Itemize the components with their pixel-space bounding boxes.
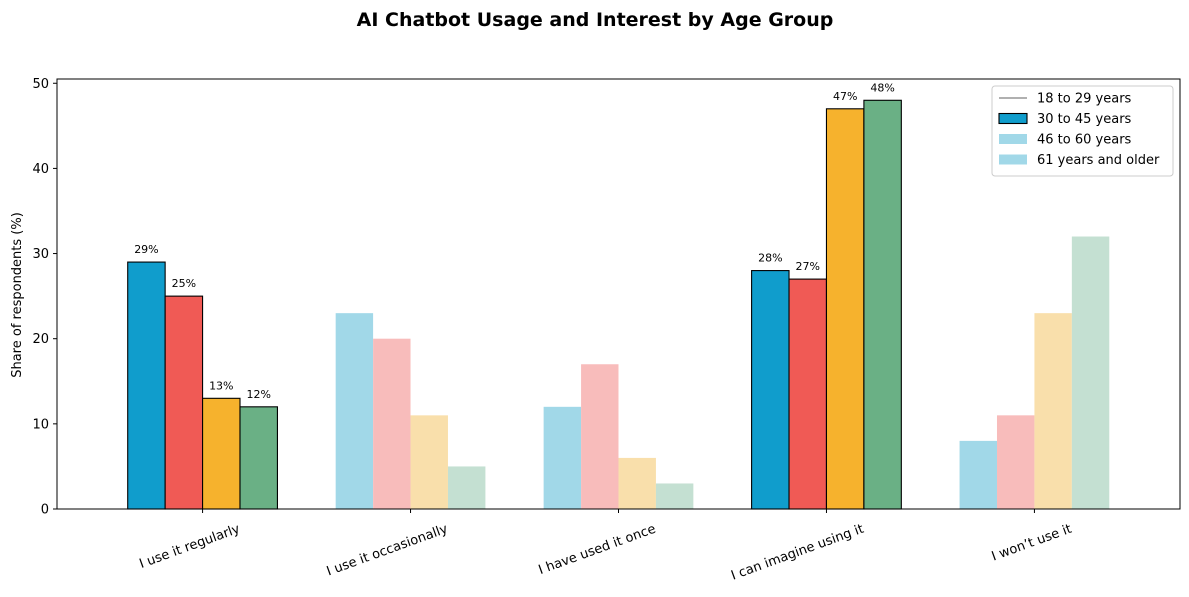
data-label-i-use-it-regularly-18-to-29-years: 29% bbox=[134, 243, 158, 256]
bar-i-use-it-occasionally-18-to-29-years bbox=[335, 313, 374, 509]
y-tick-label-10: 10 bbox=[32, 417, 49, 432]
x-tick-label-i-use-it-regularly: I use it regularly bbox=[137, 522, 242, 572]
x-tick-label-i-have-used-it-once: I have used it once bbox=[537, 522, 658, 578]
bar-i-won-t-use-it-46-to-60-years bbox=[1034, 313, 1072, 509]
bar-i-have-used-it-once-46-to-60-years bbox=[618, 457, 656, 509]
bar-i-use-it-regularly-30-to-45-years bbox=[164, 295, 204, 510]
bar-i-won-t-use-it-30-to-45-years bbox=[996, 415, 1035, 509]
legend-marker-61-years-and-older bbox=[999, 154, 1027, 165]
legend-label-46-to-60-years: 46 to 60 years bbox=[1037, 133, 1132, 148]
bar-i-won-t-use-it-18-to-29-years bbox=[959, 440, 997, 509]
bar-i-won-t-use-it-61-years-and-older bbox=[1071, 236, 1110, 509]
y-tick-label-40: 40 bbox=[32, 162, 49, 177]
bar-i-can-imagine-using-it-61-years-and-older bbox=[863, 99, 902, 510]
data-label-i-can-imagine-using-it-46-to-60-years: 47% bbox=[833, 90, 857, 103]
bar-i-can-imagine-using-it-18-to-29-years bbox=[751, 270, 790, 510]
bar-i-use-it-regularly-18-to-29-years bbox=[127, 261, 166, 510]
legend-marker-46-to-60-years bbox=[999, 134, 1027, 144]
x-tick-label-i-can-imagine-using-it: I can imagine using it bbox=[729, 522, 866, 584]
x-tick-label-i-use-it-occasionally: I use it occasionally bbox=[325, 522, 450, 580]
data-label-i-can-imagine-using-it-30-to-45-years: 27% bbox=[796, 260, 820, 273]
bar-i-have-used-it-once-61-years-and-older bbox=[655, 483, 694, 509]
y-tick-label-0: 0 bbox=[41, 503, 49, 518]
legend-label-61-years-and-older: 61 years and older bbox=[1037, 153, 1160, 168]
data-label-i-use-it-regularly-30-to-45-years: 25% bbox=[172, 277, 196, 290]
y-tick-label-50: 50 bbox=[32, 77, 49, 92]
bar-i-have-used-it-once-30-to-45-years bbox=[581, 364, 619, 509]
data-label-i-can-imagine-using-it-61-years-and-older: 48% bbox=[870, 81, 894, 94]
data-label-i-use-it-regularly-46-to-60-years: 13% bbox=[209, 379, 233, 392]
x-tick-label-i-won-t-use-it: I won’t use it bbox=[990, 522, 1074, 565]
bar-i-can-imagine-using-it-30-to-45-years bbox=[788, 278, 828, 510]
bar-i-can-imagine-using-it-46-to-60-years bbox=[825, 108, 865, 510]
y-tick-label-30: 30 bbox=[32, 247, 49, 262]
bar-i-use-it-occasionally-46-to-60-years bbox=[410, 415, 448, 509]
y-tick-label-20: 20 bbox=[32, 332, 49, 347]
bar-i-use-it-occasionally-61-years-and-older bbox=[447, 466, 486, 509]
data-label-i-use-it-regularly-61-years-and-older: 12% bbox=[246, 388, 270, 401]
legend-frame bbox=[991, 85, 1174, 177]
legend-label-18-to-29-years: 18 to 29 years bbox=[1037, 92, 1132, 107]
data-label-i-can-imagine-using-it-18-to-29-years: 28% bbox=[758, 252, 782, 265]
bar-i-use-it-occasionally-30-to-45-years bbox=[373, 338, 411, 509]
y-axis-label: Share of respondents (%) bbox=[10, 212, 25, 378]
legend-label-30-to-45-years: 30 to 45 years bbox=[1037, 112, 1132, 127]
data-labels-layer: 29% 25% 13% 12% 28% 27% 47% 48% bbox=[134, 81, 895, 401]
legend: 18 to 29 years 30 to 45 years 46 to 60 yea… bbox=[991, 85, 1174, 177]
chart-title: AI Chatbot Usage and Interest by Age Gro… bbox=[357, 9, 834, 31]
bars-layer bbox=[127, 99, 1110, 510]
bar-i-use-it-regularly-46-to-60-years bbox=[202, 397, 241, 510]
bar-i-use-it-regularly-61-years-and-older bbox=[239, 406, 278, 510]
bar-i-have-used-it-once-18-to-29-years bbox=[543, 406, 582, 509]
legend-marker-30-to-45-years bbox=[998, 112, 1028, 125]
